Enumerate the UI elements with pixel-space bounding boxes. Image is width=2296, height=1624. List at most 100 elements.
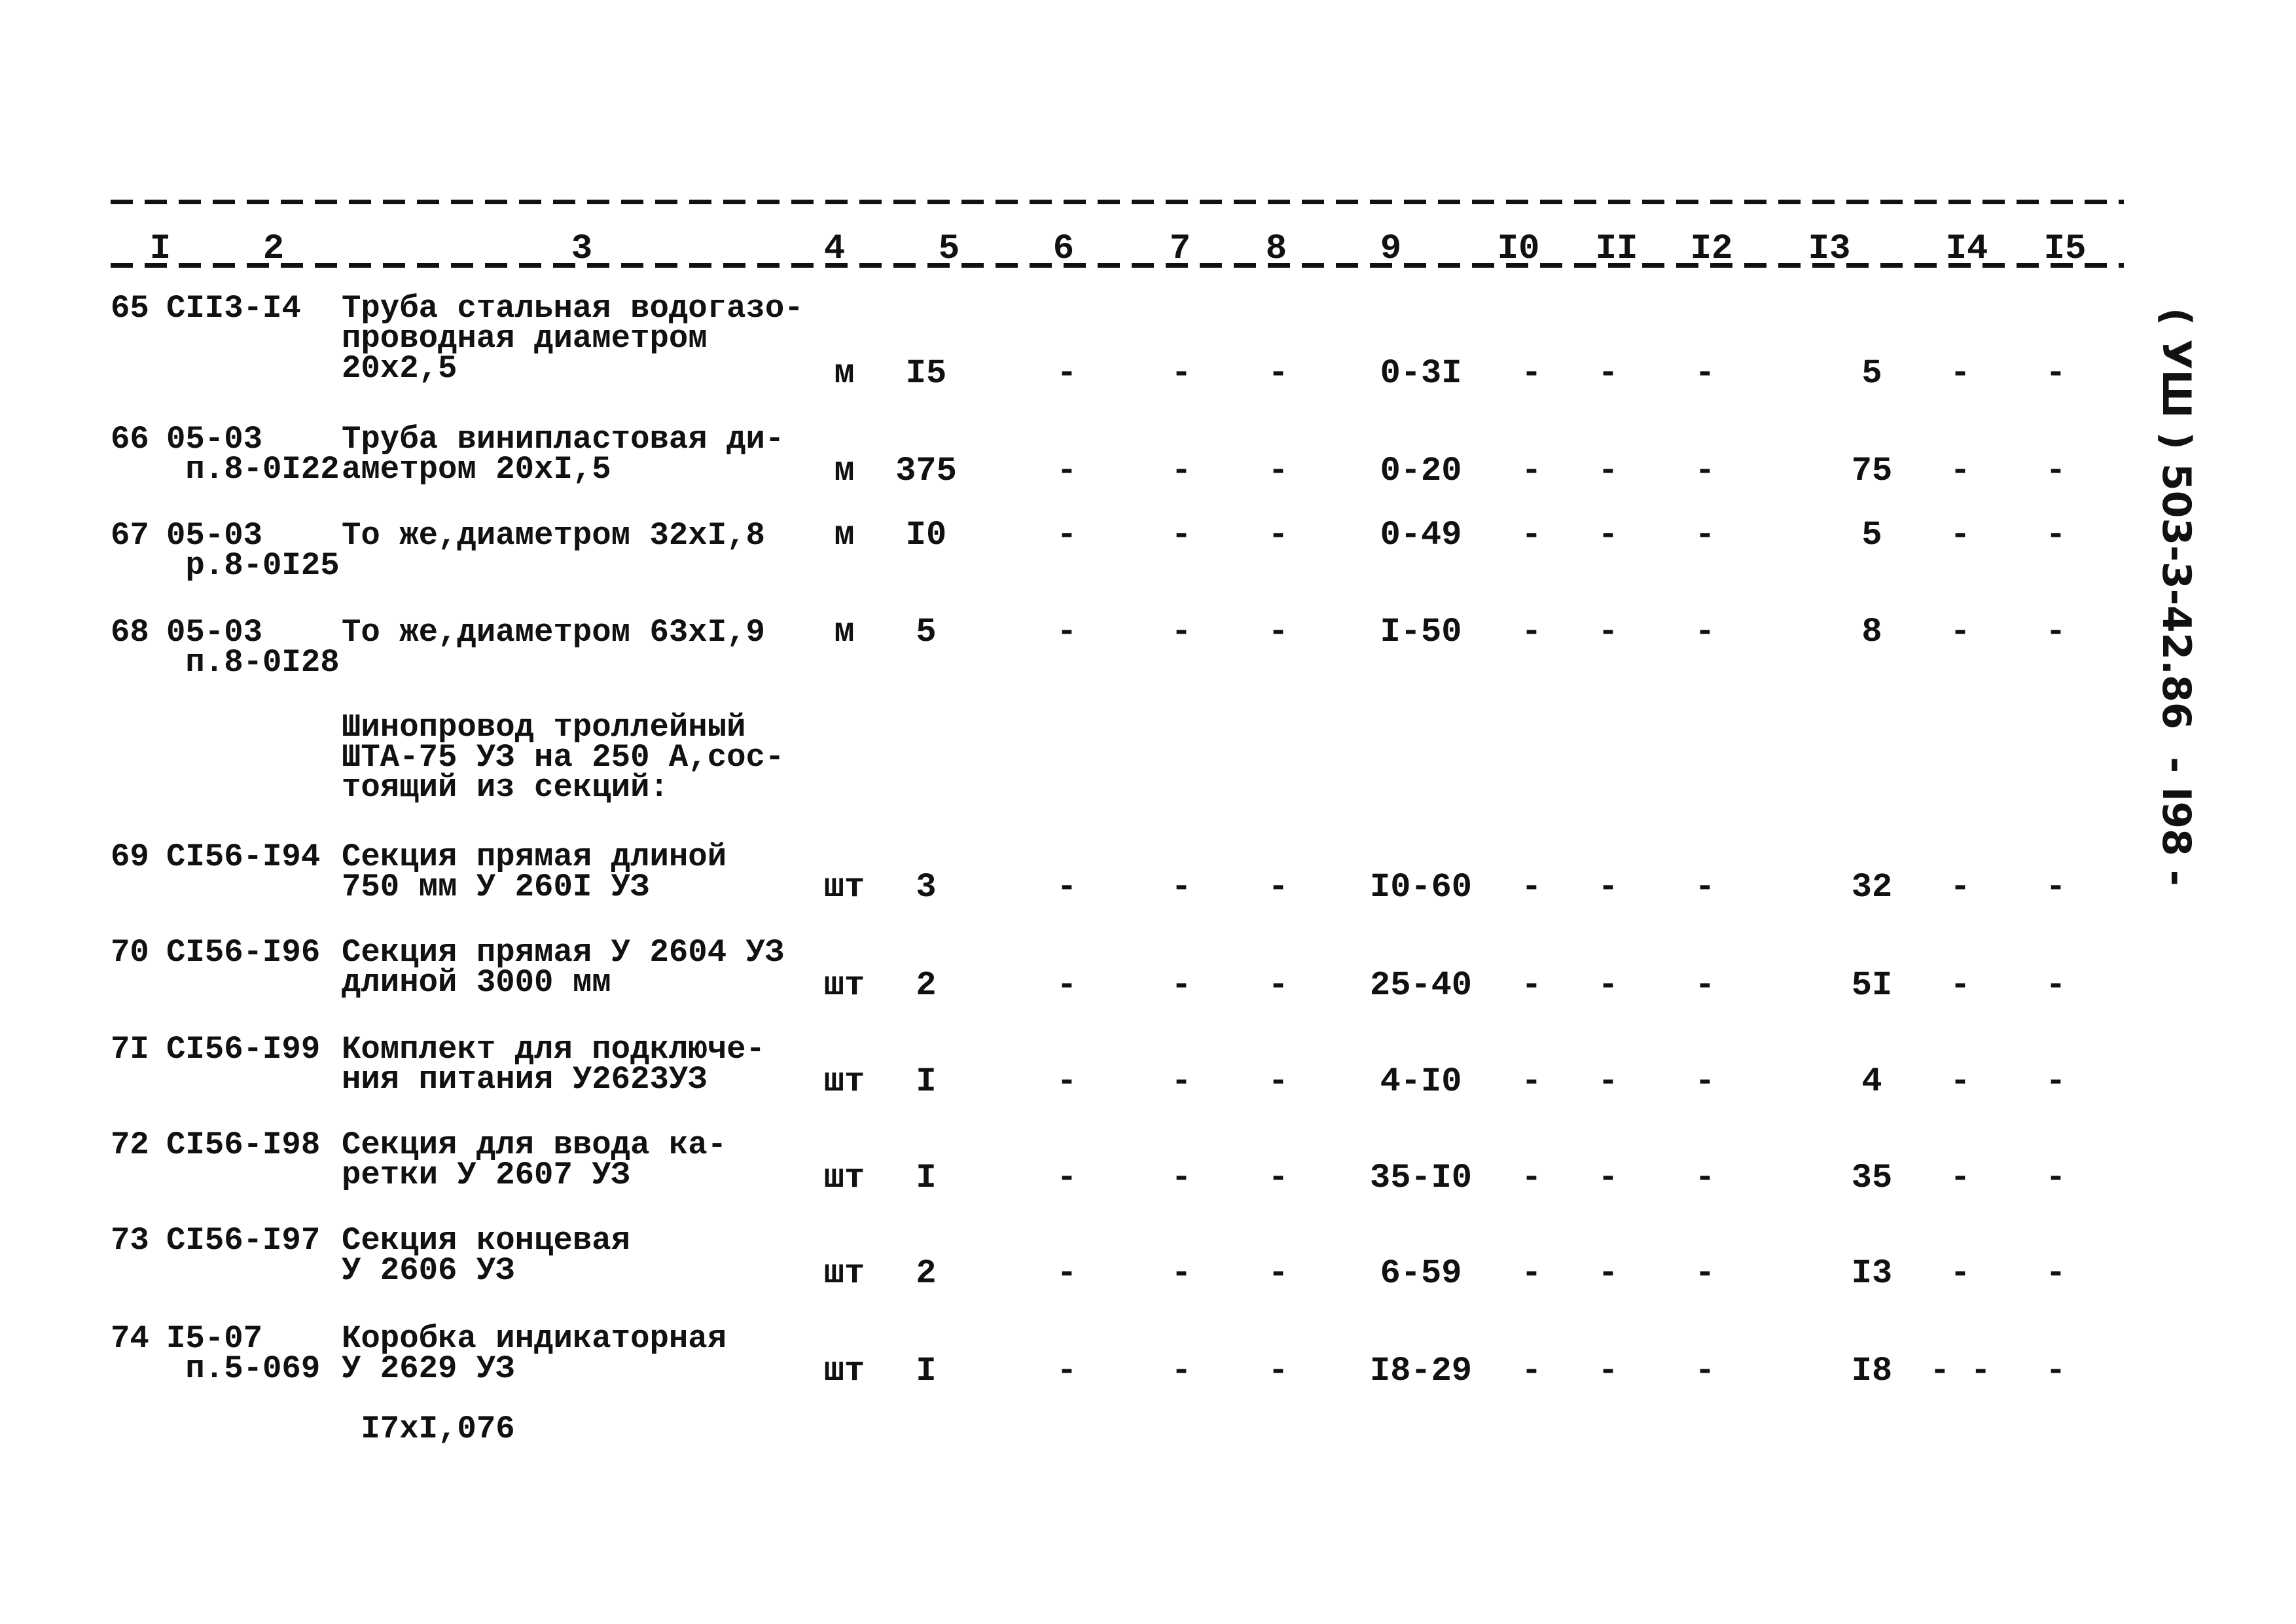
cell-c14: - (1950, 1062, 1971, 1101)
cell-c13: 8 (1861, 613, 1882, 651)
cell-c5: I (916, 1352, 937, 1390)
cell-unit: шт (823, 1159, 865, 1197)
cell-c6: - (1056, 1159, 1077, 1197)
cell-c12: - (1695, 354, 1715, 393)
cell-c6: - (1056, 516, 1077, 554)
cell-c8: - (1268, 354, 1289, 393)
cell-c5: I (916, 1062, 937, 1101)
price-code: 05-03 р.8-0I25 (166, 517, 340, 584)
cell-c12: - (1695, 966, 1715, 1005)
cell-c14: - - (1929, 1352, 1991, 1390)
cell-c12: - (1695, 1254, 1715, 1293)
cell-c9: 4-I0 (1380, 1062, 1462, 1101)
row-number: 70 (111, 934, 149, 971)
cell-c11: - (1598, 354, 1619, 393)
cell-c10: - (1521, 354, 1542, 393)
cell-c11: - (1598, 1062, 1619, 1101)
cell-unit: м (834, 516, 855, 554)
item-description: То же,диаметром 32xI,8 (342, 517, 765, 554)
cell-c9: I0-60 (1369, 868, 1473, 907)
cell-c11: - (1598, 613, 1619, 651)
price-code: CI56-I94 (166, 839, 321, 875)
cell-c12: - (1695, 516, 1715, 554)
cell-unit: шт (823, 1062, 865, 1101)
price-code: CII3-I4 (166, 290, 301, 327)
cell-c13: 4 (1861, 1062, 1882, 1101)
price-code: 05-03 п.8-0I22 (166, 421, 340, 488)
row-number: 74 (111, 1320, 149, 1357)
cell-c6: - (1056, 1352, 1077, 1390)
cell-c8: - (1268, 452, 1289, 490)
cell-c13: I8 (1851, 1352, 1893, 1390)
cell-c12: - (1695, 1062, 1715, 1101)
cell-c7: - (1171, 1062, 1192, 1101)
price-code: 05-03 п.8-0I28 (166, 614, 340, 681)
price-code: I5-07 п.5-069 (166, 1320, 321, 1387)
cell-c14: - (1950, 516, 1971, 554)
cell-c6: - (1056, 868, 1077, 907)
cell-c13: 5 (1861, 516, 1882, 554)
cell-c8: - (1268, 1062, 1289, 1101)
cell-c15: - (2045, 1062, 2066, 1101)
item-description: Секция концевая У 2606 УЗ (342, 1222, 631, 1289)
cell-unit: шт (823, 1352, 865, 1390)
cell-c8: - (1268, 1159, 1289, 1197)
cell-c11: - (1598, 868, 1619, 907)
cell-unit: шт (823, 1254, 865, 1293)
item-description: Секция для ввода ка- ретки У 2607 УЗ (342, 1127, 727, 1193)
column-header-5: 5 (938, 229, 960, 269)
cell-c15: - (2045, 613, 2066, 651)
column-header-2: 2 (262, 229, 285, 269)
cell-c7: - (1171, 1352, 1192, 1390)
row-number: 65 (111, 290, 149, 327)
row-number: 72 (111, 1127, 149, 1163)
cell-c6: - (1056, 1062, 1077, 1101)
cell-c11: - (1598, 1352, 1619, 1390)
cell-c15: - (2045, 354, 2066, 393)
cell-c11: - (1598, 516, 1619, 554)
cell-c10: - (1521, 1062, 1542, 1101)
cell-c14: - (1950, 868, 1971, 907)
cell-c15: - (2045, 868, 2066, 907)
top-dashed-rule (111, 200, 2124, 204)
item-description: Труба стальная водогазо- проводная диаме… (342, 290, 804, 387)
price-code: CI56-I98 (166, 1127, 321, 1163)
cell-c5: 3 (916, 868, 937, 907)
cell-c14: - (1950, 613, 1971, 651)
cell-c5: 375 (895, 452, 957, 490)
cell-c13: 5 (1861, 354, 1882, 393)
cell-c11: - (1598, 1254, 1619, 1293)
cell-c6: - (1056, 1254, 1077, 1293)
cell-c7: - (1171, 452, 1192, 490)
cell-unit: шт (823, 868, 865, 907)
cell-c8: - (1268, 1254, 1289, 1293)
cell-c7: - (1171, 613, 1192, 651)
column-header-1: I (149, 229, 171, 269)
cell-c12: - (1695, 613, 1715, 651)
cell-c15: - (2045, 1352, 2066, 1390)
cell-c9: 35-I0 (1369, 1159, 1473, 1197)
cell-c13: 32 (1851, 868, 1893, 907)
cell-c7: - (1171, 1159, 1192, 1197)
cell-c5: I (916, 1159, 937, 1197)
cell-c9: 0-20 (1380, 452, 1462, 490)
row-number: 68 (111, 614, 149, 651)
column-header-4: 4 (823, 229, 846, 269)
cell-c15: - (2045, 452, 2066, 490)
cell-c10: - (1521, 868, 1542, 907)
cell-c9: 0-3I (1380, 354, 1462, 393)
cell-c15: - (2045, 1159, 2066, 1197)
cell-c8: - (1268, 1352, 1289, 1390)
cell-c5: I0 (905, 516, 947, 554)
document-stamp: ( УШ ) 503-3-42.86 - I98 - (2153, 308, 2199, 886)
row-number: 67 (111, 517, 149, 554)
cell-c10: - (1521, 1254, 1542, 1293)
item-description: То же,диаметром 63xI,9 (342, 614, 765, 651)
cell-c10: - (1521, 1159, 1542, 1197)
cell-c8: - (1268, 613, 1289, 651)
cell-c12: - (1695, 1159, 1715, 1197)
cell-unit: шт (823, 966, 865, 1005)
cell-c5: 2 (916, 966, 937, 1005)
cell-c13: 5I (1851, 966, 1893, 1005)
column-header-9: 9 (1380, 229, 1402, 269)
